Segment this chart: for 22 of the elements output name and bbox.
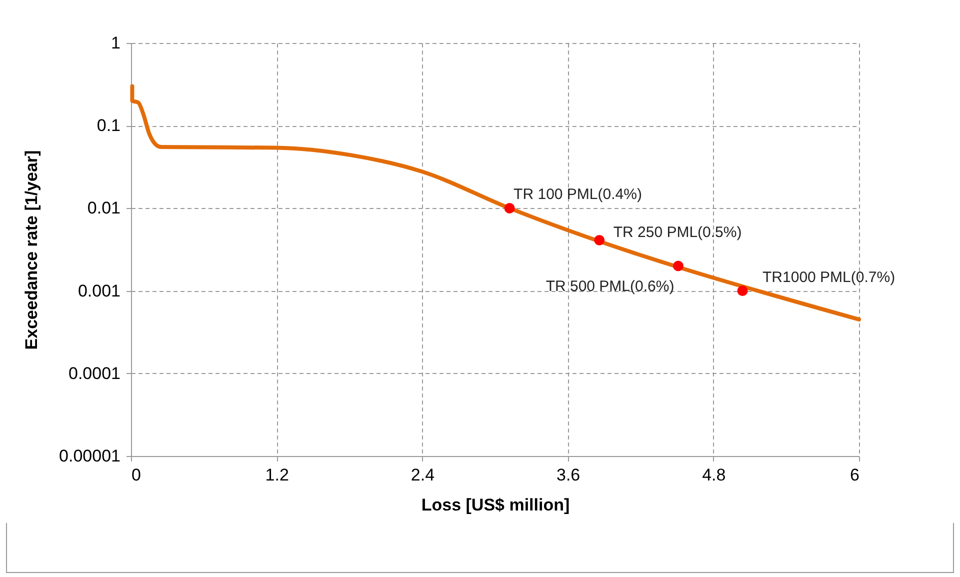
y-tick-label: 1 [111, 34, 120, 52]
annotation: TR 250 PML(0.5%) [613, 224, 742, 242]
x-tick-label: 6 [850, 466, 860, 484]
x-tick-label: 3.6 [556, 466, 580, 484]
point [594, 234, 605, 246]
annotation: TR 100 PML(0.4%) [514, 186, 642, 204]
x-tick-label: 1.2 [265, 466, 289, 484]
y-tick-label: 0.0001 [68, 364, 120, 383]
point [504, 202, 515, 214]
x-tick-label: 2.4 [410, 466, 435, 484]
x-tick-label: 0 [132, 466, 141, 484]
y-tick-label: 0.001 [78, 281, 120, 300]
x-axis-title: Loss [US$ million] [421, 496, 570, 514]
y-tick-label: 0.1 [96, 116, 120, 136]
y-tick-label: 0.00001 [59, 446, 120, 466]
annotation: TR 500 PML(0.6%) [546, 278, 674, 295]
x-tick-label: 4.8 [702, 466, 726, 484]
y-axis-title: Exceedance rate [1/year] [22, 150, 42, 350]
y-tick-label: 0.01 [87, 198, 120, 218]
point [672, 260, 684, 272]
point [737, 286, 748, 296]
annotation: TR1000 PML(0.7%) [762, 268, 896, 286]
